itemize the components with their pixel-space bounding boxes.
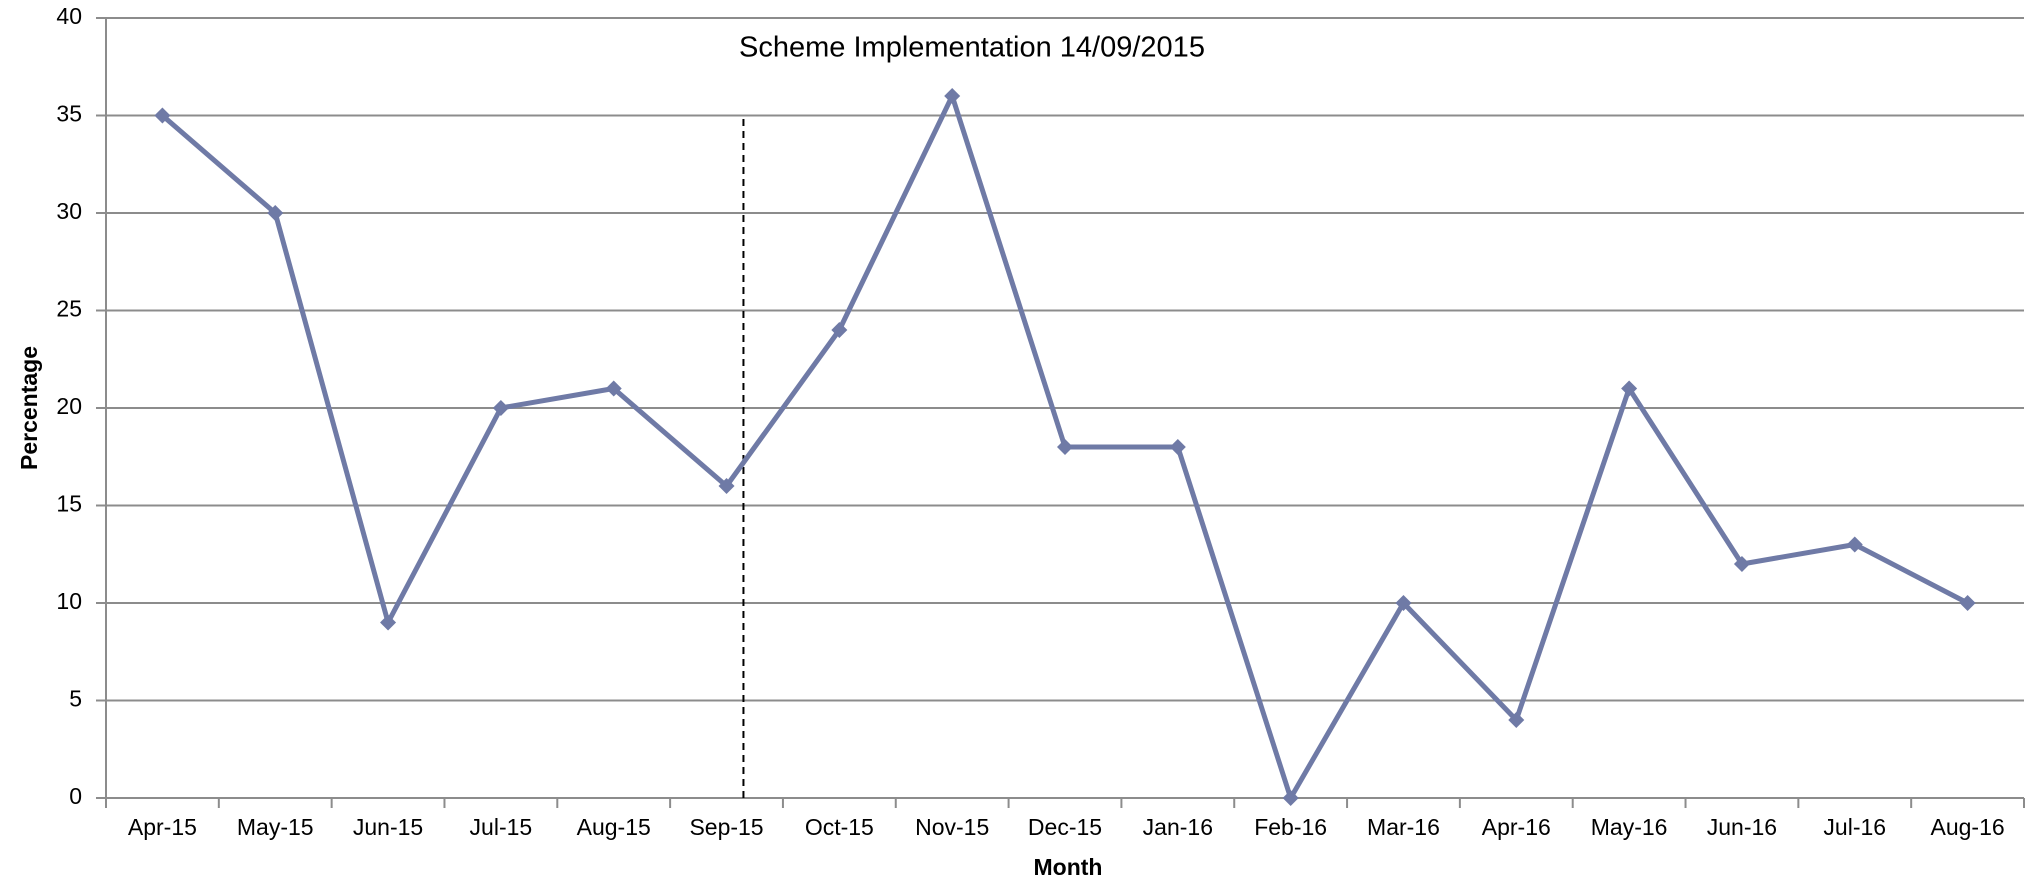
x-tick-label: Aug-16 xyxy=(1931,814,2005,840)
x-tick-label: Jun-16 xyxy=(1707,814,1777,840)
x-tick-label: Aug-15 xyxy=(577,814,651,840)
y-tick-label: 35 xyxy=(56,101,82,127)
point-marker xyxy=(1508,712,1525,728)
x-tick-label: Jul-16 xyxy=(1823,814,1886,840)
x-tick-label: Dec-15 xyxy=(1028,814,1102,840)
x-tick-label: Jul-15 xyxy=(470,814,533,840)
y-axis-label: Percentage xyxy=(16,346,42,470)
x-tick-label: May-15 xyxy=(237,814,314,840)
point-marker xyxy=(1959,595,1976,611)
point-marker xyxy=(380,614,397,631)
x-tick-label: Mar-16 xyxy=(1367,814,1440,840)
y-tick-label: 15 xyxy=(56,491,82,517)
y-tick-label: 20 xyxy=(56,393,82,419)
point-marker xyxy=(1395,595,1412,611)
x-tick-label: Jan-16 xyxy=(1143,814,1213,840)
x-tick-label: Nov-15 xyxy=(915,814,989,840)
point-marker xyxy=(1733,556,1750,572)
point-marker xyxy=(1282,790,1299,806)
x-tick-label: Oct-15 xyxy=(805,814,874,840)
y-tick-label: 30 xyxy=(56,198,82,224)
point-marker xyxy=(944,88,961,104)
y-tick-label: 0 xyxy=(69,783,82,809)
y-tick-label: 10 xyxy=(56,588,82,614)
point-marker xyxy=(718,478,735,494)
point-marker xyxy=(492,400,509,416)
x-tick-label: Sep-15 xyxy=(689,814,763,840)
point-marker xyxy=(1621,380,1638,397)
point-marker xyxy=(267,205,284,221)
point-marker xyxy=(605,380,622,397)
point-marker xyxy=(1846,536,1863,553)
x-tick-label: Apr-15 xyxy=(128,814,197,840)
point-marker xyxy=(1057,439,1073,455)
y-tick-label: 5 xyxy=(69,686,82,712)
annotation: Scheme Implementation 14/09/2015 xyxy=(739,32,1205,64)
point-marker xyxy=(831,322,848,338)
x-tick-label: May-16 xyxy=(1591,814,1668,840)
point-marker xyxy=(1169,439,1186,455)
point-marker xyxy=(154,107,171,124)
y-tick-label: 25 xyxy=(56,296,82,322)
y-tick-label: 40 xyxy=(56,3,82,29)
x-axis-label: Month xyxy=(1034,854,1103,880)
x-tick-label: Feb-16 xyxy=(1254,814,1327,840)
x-tick-label: Apr-16 xyxy=(1482,814,1551,840)
x-tick-label: Jun-15 xyxy=(353,814,423,840)
